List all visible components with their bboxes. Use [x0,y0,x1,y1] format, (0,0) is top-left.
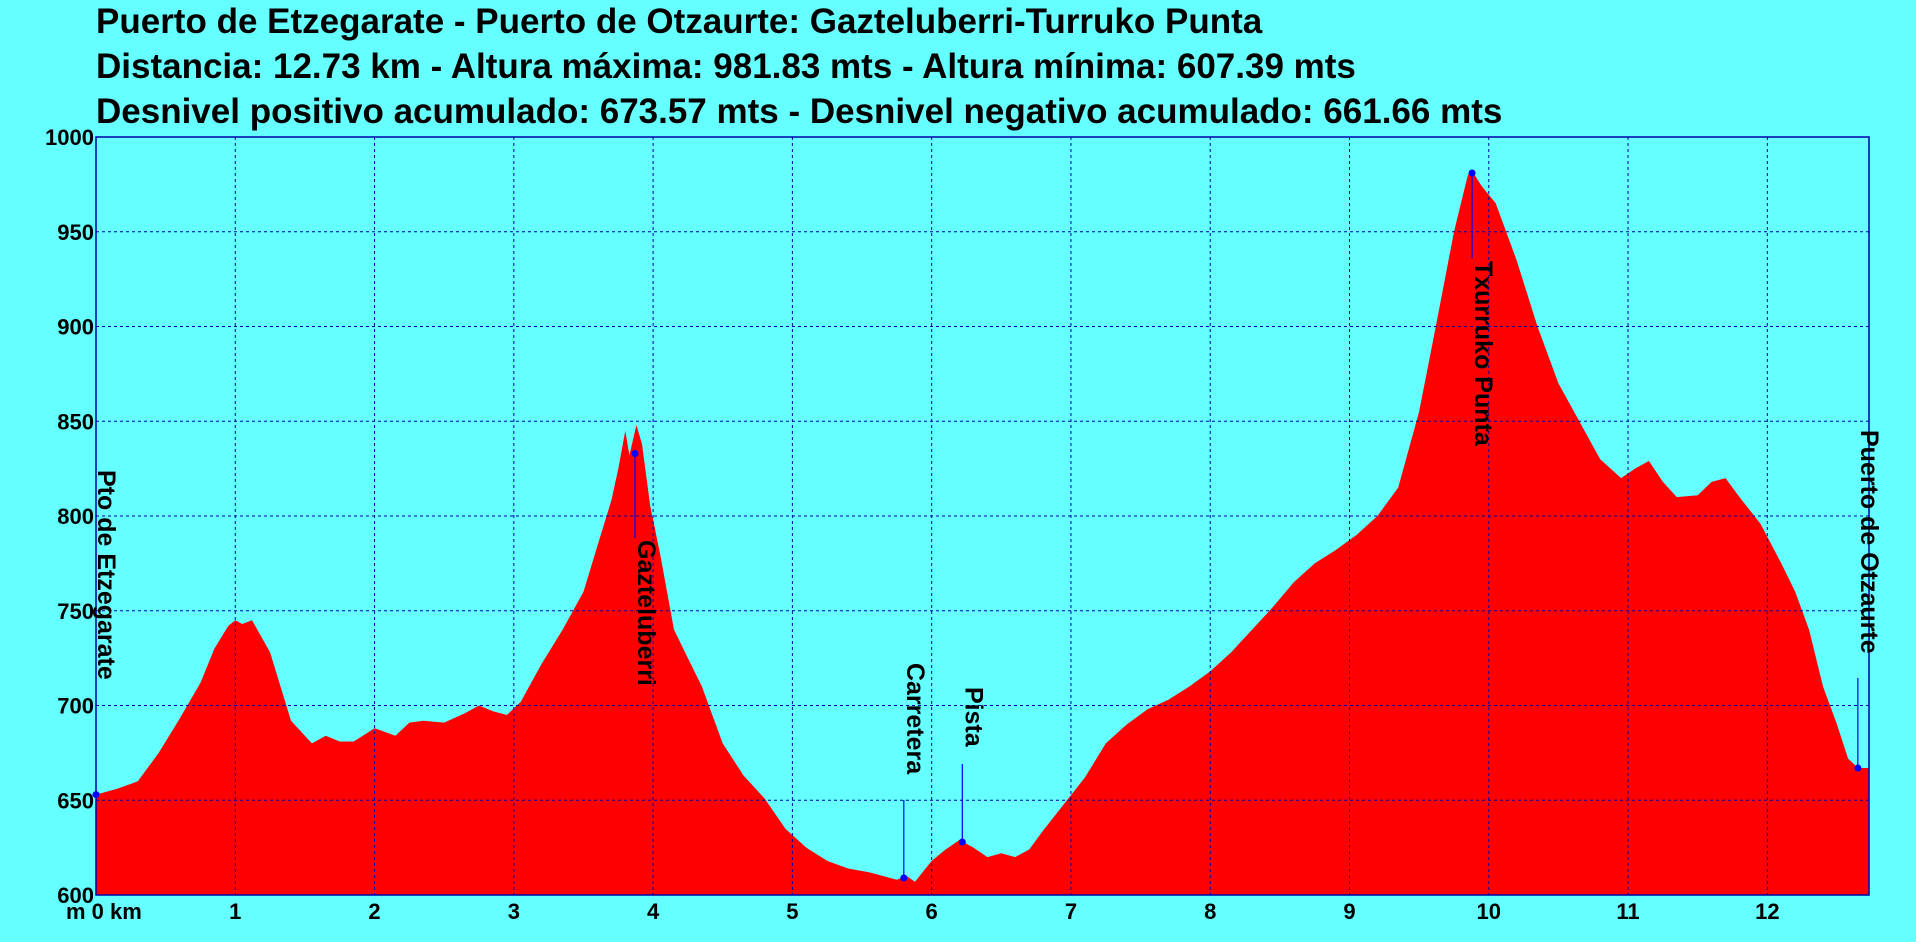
annotation: Puerto de Otzaurte [1854,430,1883,772]
annotation-label: Pista [959,687,987,748]
x-tick-label: 1 [229,899,241,924]
annotation: Pista [958,687,987,846]
x-tick-label: 10 [1477,899,1501,924]
elevation-gain-summary: Desnivel positivo acumulado: 673.57 mts … [96,92,1503,131]
annotation: Gazteluberri [631,449,660,686]
annotation-label: Txurruko Punta [1469,261,1497,447]
annotation-marker [958,838,966,846]
y-tick-label: 600 [57,883,94,908]
annotation-label: Carretera [901,663,929,775]
annotation-marker [1854,764,1862,772]
y-tick-label: 900 [57,315,94,340]
plot-frame [95,136,1870,896]
elevation-area [96,171,1869,896]
x-tick-label: 4 [647,899,660,924]
x-tick-label: 9 [1343,899,1355,924]
x-tick-label: m 0 km [66,899,142,924]
annotation: Carretera [900,663,929,882]
y-tick-label: 750 [57,599,94,624]
x-tick-label: 8 [1204,899,1216,924]
annotation-marker [92,791,100,799]
annotation-label: Gazteluberri [632,540,660,686]
y-tick-label: 650 [57,788,94,813]
y-tick-label: 1000 [45,125,94,150]
profile-layer [96,171,1869,896]
distance-altitude-summary: Distancia: 12.73 km - Altura máxima: 981… [96,47,1356,86]
x-tick-label: 3 [508,899,520,924]
annotation-marker [1468,169,1476,177]
x-tick-label: 11 [1616,899,1639,924]
y-tick-label: 950 [57,220,94,245]
x-tick-label: 2 [368,899,380,924]
grid-layer [96,137,1869,895]
annotation-label: Pto de Etzegarate [92,470,120,680]
annotation: Txurruko Punta [1468,169,1497,447]
x-tick-label: 6 [926,899,938,924]
y-tick-label: 700 [57,694,94,719]
annotation: Pto de Etzegarate [92,470,120,799]
annotation-label: Puerto de Otzaurte [1855,430,1883,654]
y-tick-label: 800 [57,504,94,529]
annotation-marker [631,449,639,457]
x-tick-label: 7 [1065,899,1077,924]
x-tick-label: 5 [786,899,798,924]
annotation-layer: Pto de Etzegarate Gazteluberri Carretera Pi… [92,169,1883,882]
annotation-marker [900,874,908,882]
y-tick-label: 850 [57,409,94,434]
x-tick-label: 12 [1755,899,1779,924]
chart-title: Puerto de Etzegarate - Puerto de Otzaurt… [96,2,1263,41]
